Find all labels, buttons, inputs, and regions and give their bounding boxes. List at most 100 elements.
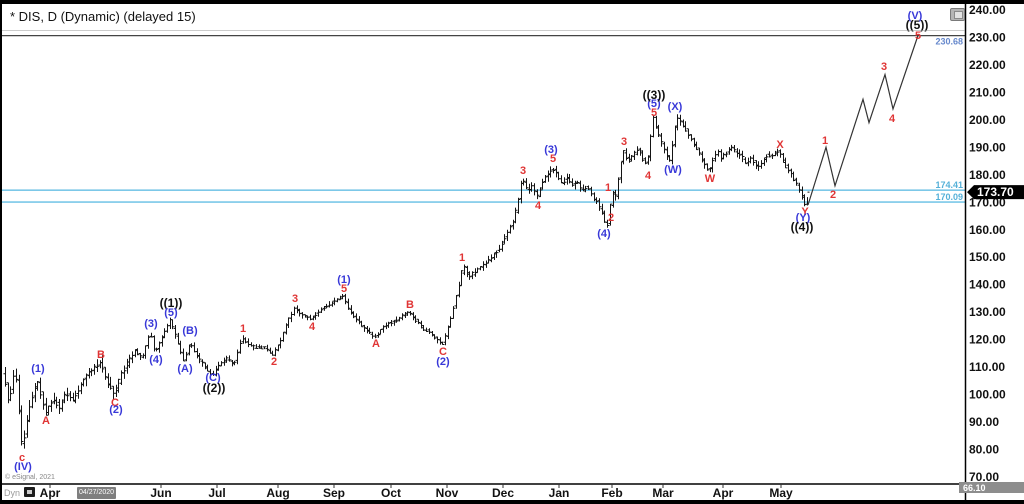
wave-label-C: C (439, 346, 447, 358)
wave-label-V: (V) (908, 10, 923, 22)
dynamic-scale-label[interactable]: Dyn (4, 488, 21, 498)
line-price-label: 174.41 (935, 180, 963, 190)
x-month-label: Dec (492, 486, 514, 500)
y-tick-label: 210.00 (969, 85, 1006, 99)
y-tick-label: 200.00 (969, 113, 1006, 127)
wave-label-W: W (705, 173, 716, 185)
x-axis-strip (2, 484, 1024, 500)
wave-label-4: 4 (309, 321, 316, 333)
wave-label-4: ((4)) (791, 220, 814, 234)
time-template-glyph (27, 490, 32, 494)
x-month-label: Sep (323, 486, 345, 500)
x-month-label: Feb (601, 486, 622, 500)
wave-label-2: (2) (109, 404, 123, 416)
wave-label-3: 3 (881, 61, 887, 73)
wave-label-4: 4 (535, 200, 542, 212)
wave-label-2: ((2)) (203, 381, 226, 395)
y-tick-label: 140.00 (969, 278, 1006, 292)
chart-frame (2, 4, 1024, 500)
wave-label-A: (A) (177, 363, 193, 375)
wave-label-2: (2) (436, 356, 450, 368)
wave-label-Y: Y (801, 206, 809, 218)
projection-trendline[interactable] (807, 35, 919, 206)
wave-label-B: (B) (182, 325, 198, 337)
wave-label-A: A (42, 415, 50, 427)
y-tick-label: 70.00 (969, 470, 999, 484)
wave-label-4: (4) (149, 354, 163, 366)
horizontal-lines: 230.68 174.41 170.09 (2, 35, 965, 203)
wave-label-Y: (Y) (796, 212, 811, 224)
x-axis-months: Apr Jun Jul Aug Sep Oct Nov Dec Jan Feb Mar Apr May (40, 484, 793, 500)
price-bars (3, 114, 810, 449)
wave-label-3: 3 (520, 165, 526, 177)
x-month-label: Apr (713, 486, 734, 500)
wave-label-1: 1 (459, 252, 465, 264)
y-tick-label: 150.00 (969, 250, 1006, 264)
wave-label-C: (C) (205, 372, 221, 384)
y-tick-label: 100.00 (969, 388, 1006, 402)
wave-label-5: ((5)) (906, 18, 929, 32)
wave-labels: (1)Ac(IV)BC(2)(3)(4)((1))(5)(A)(B)(C)((2… (14, 10, 928, 473)
y-tick-label: 120.00 (969, 333, 1006, 347)
wave-label-5: 5 (915, 30, 921, 42)
wave-label-2: 2 (271, 356, 277, 368)
wave-label-W: (W) (664, 164, 682, 176)
x-month-label: Mar (652, 486, 674, 500)
wave-label-A: A (372, 338, 380, 350)
wave-label-1: (1) (31, 363, 45, 375)
x-month-label: Jan (549, 486, 570, 500)
projection-layer (807, 35, 919, 206)
x-month-label: Jul (208, 486, 225, 500)
wave-label-1: 1 (240, 323, 246, 335)
wave-label-2: 2 (830, 189, 836, 201)
chart-title: * DIS, D (Dynamic) (delayed 15) (10, 9, 196, 24)
selected-date-box[interactable]: 04/27/2020 (77, 487, 116, 499)
snapshot-icon[interactable] (950, 8, 965, 21)
wave-label-5: 5 (341, 283, 347, 295)
wave-label-4: 4 (889, 113, 896, 125)
wave-label-5: 5 (550, 153, 556, 165)
x-month-label: May (769, 486, 793, 500)
y-tick-label: 80.00 (969, 443, 999, 457)
wave-label-c: c (19, 452, 25, 464)
wave-label-3: 3 (292, 293, 298, 305)
y-tick-label: 130.00 (969, 305, 1006, 319)
wave-label-5: (5) (647, 98, 661, 110)
y-tick-label: 240.00 (969, 3, 1006, 17)
line-price-label: 170.09 (935, 192, 963, 202)
wave-label-1: 1 (605, 182, 611, 194)
y-tick-label: 190.00 (969, 140, 1006, 154)
y-tick-label: 90.00 (969, 415, 999, 429)
y-tick-label: 220.00 (969, 58, 1006, 72)
wave-label-IV: (IV) (14, 461, 32, 473)
copyright-text: © eSignal, 2021 (5, 474, 55, 481)
axis-low-tag: 66.10 (959, 482, 1024, 493)
snapshot-icon-glyph (954, 11, 963, 19)
wave-label-3: ((3)) (643, 88, 666, 102)
wave-label-C: C (111, 397, 119, 409)
wave-label-2: 2 (608, 212, 614, 224)
wave-label-3: (3) (544, 144, 558, 156)
wave-label-5: (5) (164, 307, 178, 319)
x-month-label: Nov (436, 486, 459, 500)
wave-label-1: (1) (337, 274, 351, 286)
y-tick-label: 230.00 (969, 30, 1006, 44)
wave-label-4: 4 (645, 170, 652, 182)
x-month-label: Apr (40, 486, 61, 500)
y-tick-label: 160.00 (969, 223, 1006, 237)
last-price-tag: 173.70 (967, 185, 1024, 200)
y-axis-labels: 240.00 230.00 220.00 210.00 200.00 190.00 180.… (969, 3, 1006, 484)
line-price-label: 230.68 (935, 37, 963, 47)
wave-label-B: B (406, 299, 414, 311)
y-tick-label: 180.00 (969, 168, 1006, 182)
time-template-icon[interactable] (24, 487, 35, 497)
y-tick-label: 110.00 (969, 360, 1005, 374)
wave-label-1: ((1)) (160, 296, 183, 310)
wave-label-4: (4) (597, 228, 611, 240)
last-price-value: 173.70 (977, 185, 1014, 199)
window-top-bar (2, 0, 1024, 4)
wave-label-3: (3) (144, 318, 158, 330)
x-month-label: Jun (150, 486, 171, 500)
